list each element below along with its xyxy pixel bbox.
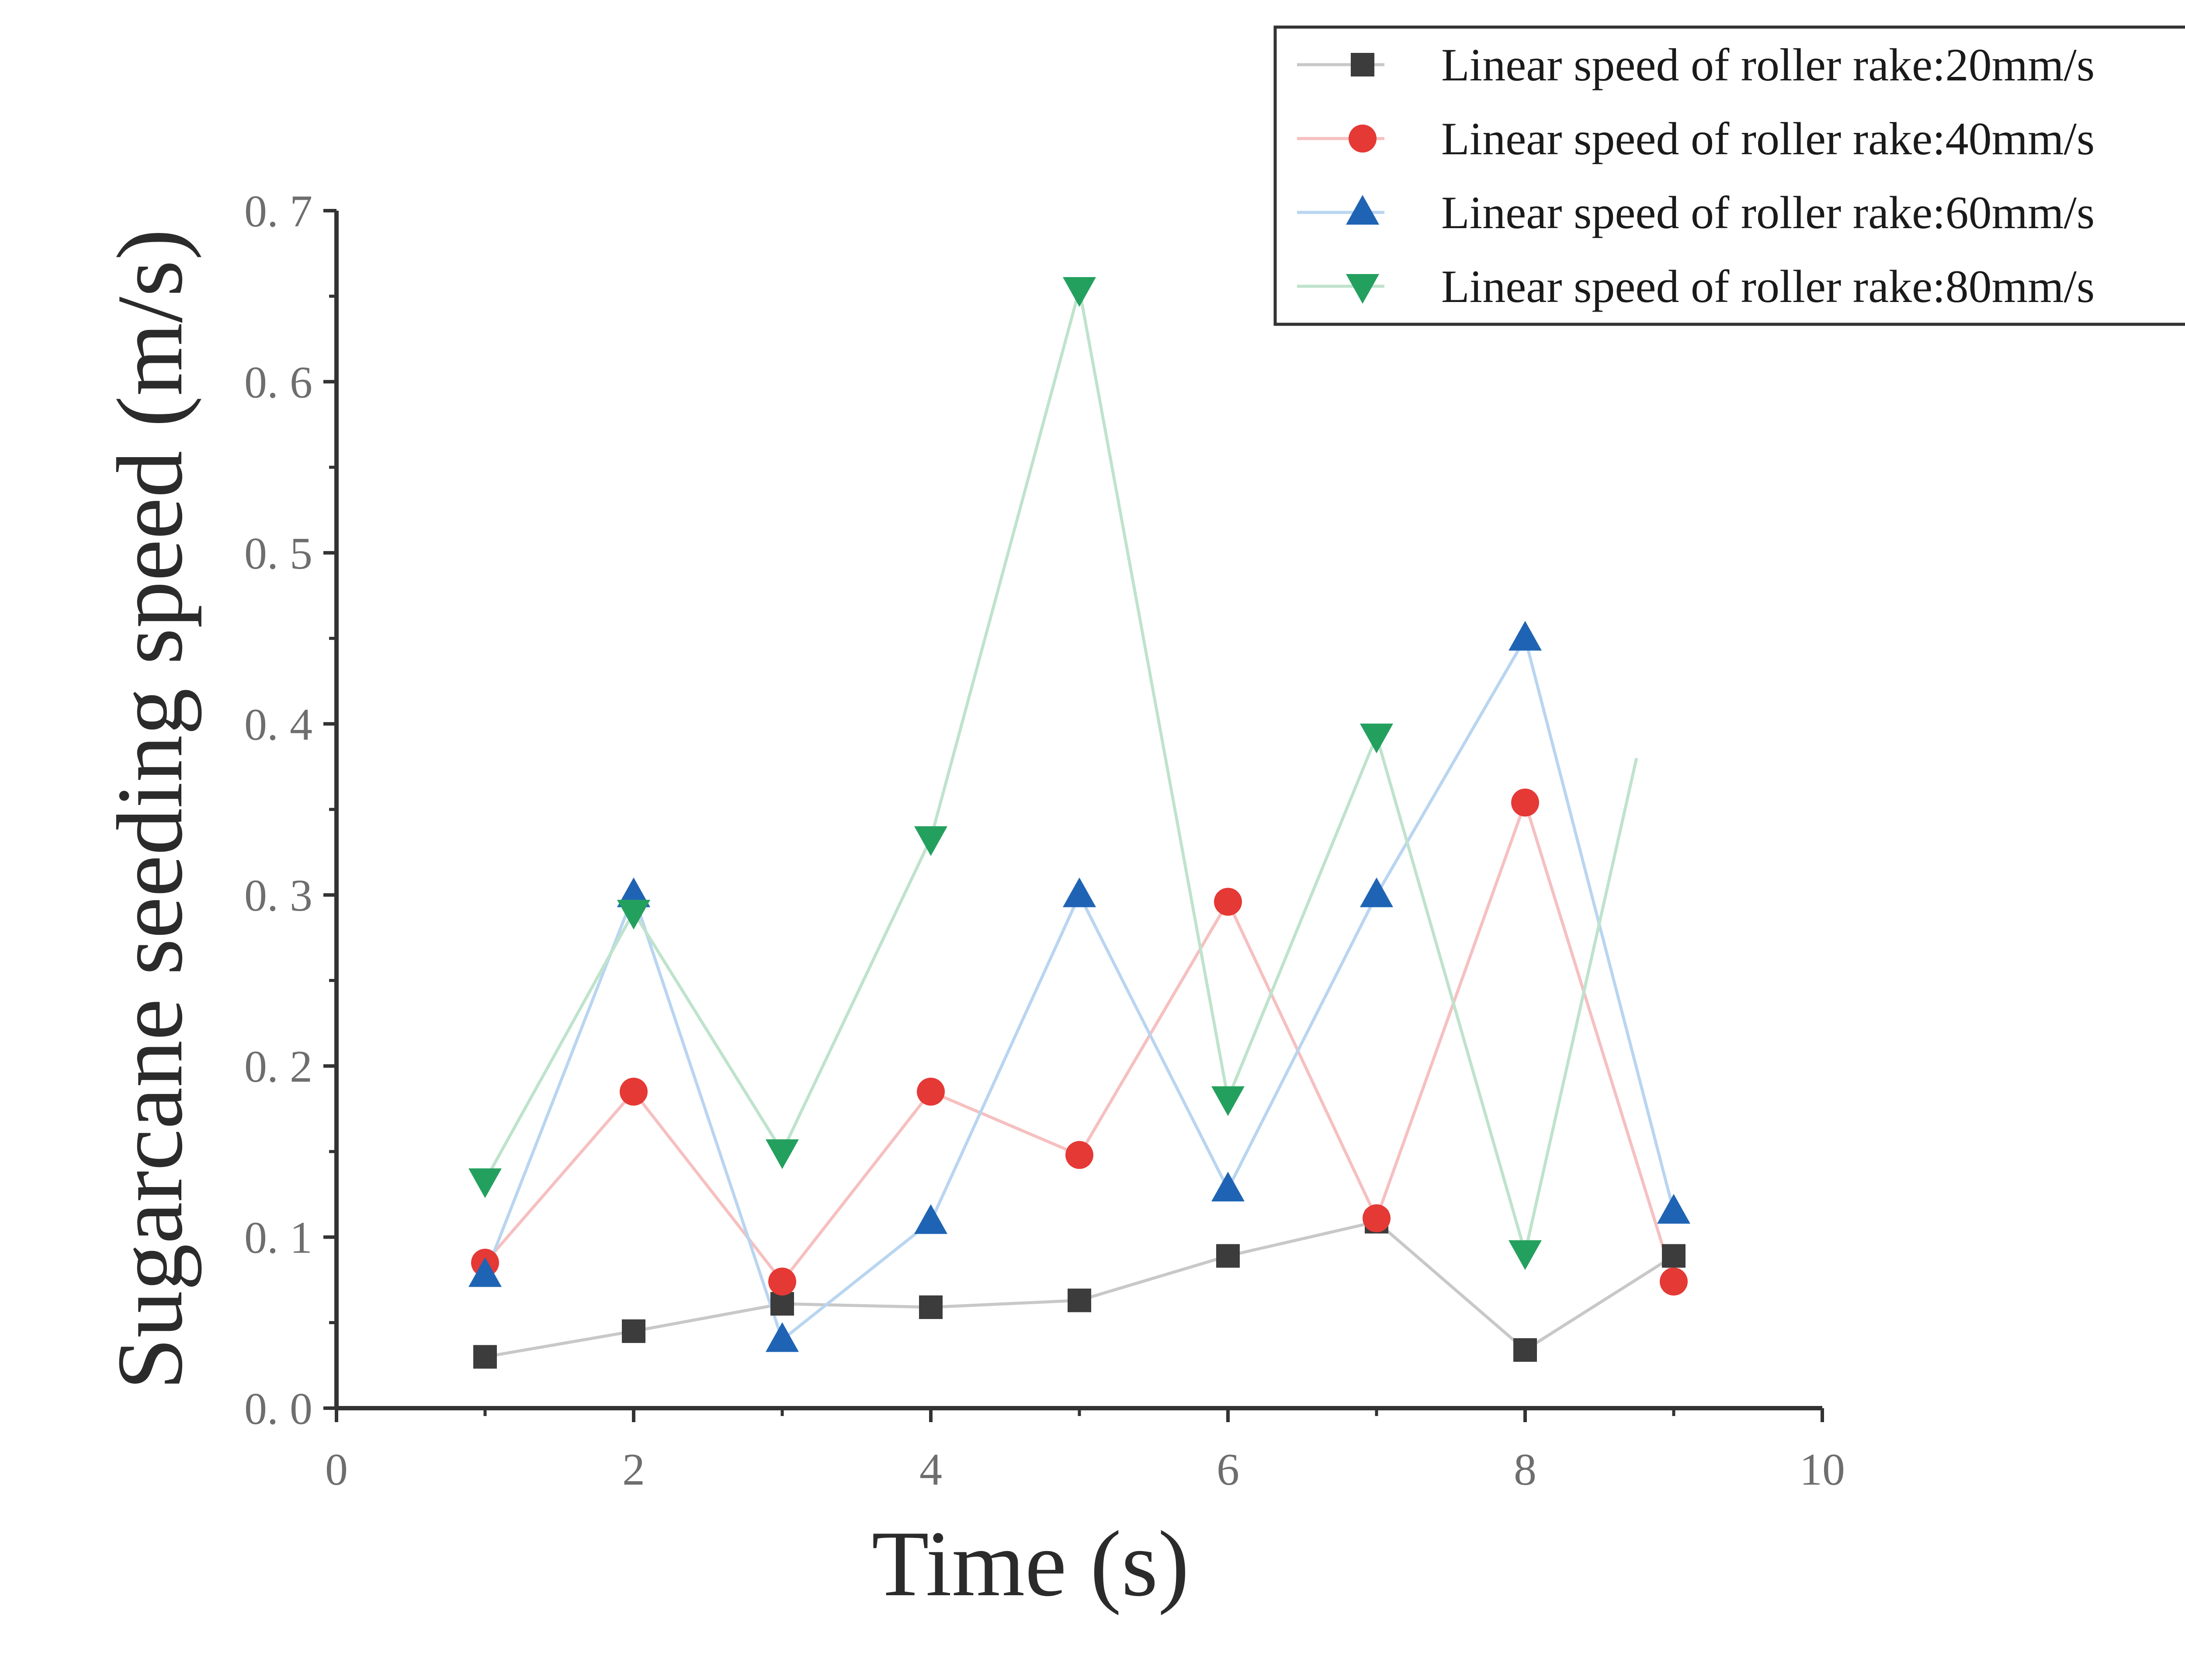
legend-label-3: Linear speed of roller rake:60mm/s — [1441, 187, 2095, 238]
series-1-marker — [622, 1319, 645, 1343]
series-1-marker — [473, 1345, 497, 1369]
y-tick-label: 0. 3 — [244, 871, 312, 921]
series-2-marker — [1214, 888, 1242, 916]
series-4-marker — [766, 1139, 799, 1169]
series-1-marker — [1068, 1288, 1091, 1312]
series-1-marker — [1513, 1338, 1537, 1362]
series-3-marker — [914, 1204, 947, 1234]
series-1-marker — [1662, 1244, 1686, 1268]
series-3-marker — [1063, 877, 1096, 907]
series-3-marker — [1211, 1171, 1245, 1201]
series-2-marker — [1363, 1204, 1391, 1232]
series-4-marker — [1063, 277, 1096, 307]
y-axis-title: Sugarcane seeding speed (m/s) — [97, 229, 202, 1390]
legend-marker-3 — [1346, 195, 1379, 225]
legend-label-1: Linear speed of roller rake:20mm/s — [1441, 39, 2095, 90]
series-1-marker — [770, 1292, 794, 1316]
series-3-marker — [617, 877, 650, 907]
legend-marker-2 — [1349, 125, 1377, 153]
x-tick-label: 6 — [1217, 1444, 1239, 1495]
x-tick-label: 2 — [622, 1444, 645, 1495]
series-3-marker — [766, 1322, 799, 1352]
x-tick-label: 0 — [325, 1444, 348, 1495]
series-4-marker — [1211, 1086, 1245, 1116]
y-tick-label: 0. 0 — [244, 1384, 312, 1434]
y-tick-label: 0. 5 — [244, 528, 312, 579]
x-tick-label: 4 — [919, 1444, 942, 1495]
series-1-marker — [919, 1295, 943, 1319]
series-line-4 — [483, 288, 1638, 1254]
y-tick-label: 0. 2 — [244, 1041, 312, 1092]
series-2-marker — [917, 1077, 945, 1106]
legend-label-2: Linear speed of roller rake:40mm/s — [1441, 113, 2095, 164]
x-tick-label: 10 — [1800, 1444, 1845, 1495]
series-2-marker — [620, 1077, 648, 1106]
series-3-marker — [1360, 877, 1393, 907]
series-line-2 — [484, 801, 1675, 1283]
y-tick-label: 0. 6 — [244, 357, 312, 407]
x-axis-title: Time (s) — [872, 1511, 1190, 1616]
legend-box — [1273, 25, 2185, 326]
series-3-marker — [1509, 621, 1542, 651]
series-2-marker — [1511, 788, 1539, 817]
series-2-marker — [768, 1267, 796, 1296]
series-lines — [483, 288, 1675, 1359]
axis-ticks: 0. 0 0. 1 0. 2 0. 3 0. 4 0. 5 0. 6 0. 7 0 2 4 6 8 10 — [244, 186, 1845, 1495]
legend-marker-1 — [1351, 53, 1374, 76]
legend-marker-4 — [1346, 274, 1379, 304]
series-4-marker — [1509, 1240, 1542, 1270]
series-4-marker — [914, 826, 947, 856]
legend-label-4: Linear speed of roller rake:80mm/s — [1441, 261, 2095, 312]
axes — [334, 211, 1822, 1410]
legend: Linear speed of roller rake:20mm/s Linear… — [1273, 25, 2185, 326]
series-4-marker — [617, 899, 650, 930]
series-3-marker — [468, 1257, 502, 1287]
y-tick-label: 0. 4 — [244, 699, 312, 750]
series-markers — [468, 277, 1690, 1369]
y-tick-label: 0. 1 — [244, 1213, 312, 1263]
series-1-marker — [1216, 1244, 1240, 1268]
series-line-3 — [483, 637, 1675, 1341]
series-3-marker — [1657, 1194, 1690, 1224]
x-tick-label: 8 — [1514, 1444, 1536, 1495]
y-tick-label: 0. 7 — [244, 186, 312, 236]
series-2-marker — [1065, 1141, 1093, 1169]
series-4-marker — [1360, 723, 1393, 753]
series-2-marker — [1660, 1267, 1688, 1296]
series-4-marker — [468, 1168, 502, 1198]
